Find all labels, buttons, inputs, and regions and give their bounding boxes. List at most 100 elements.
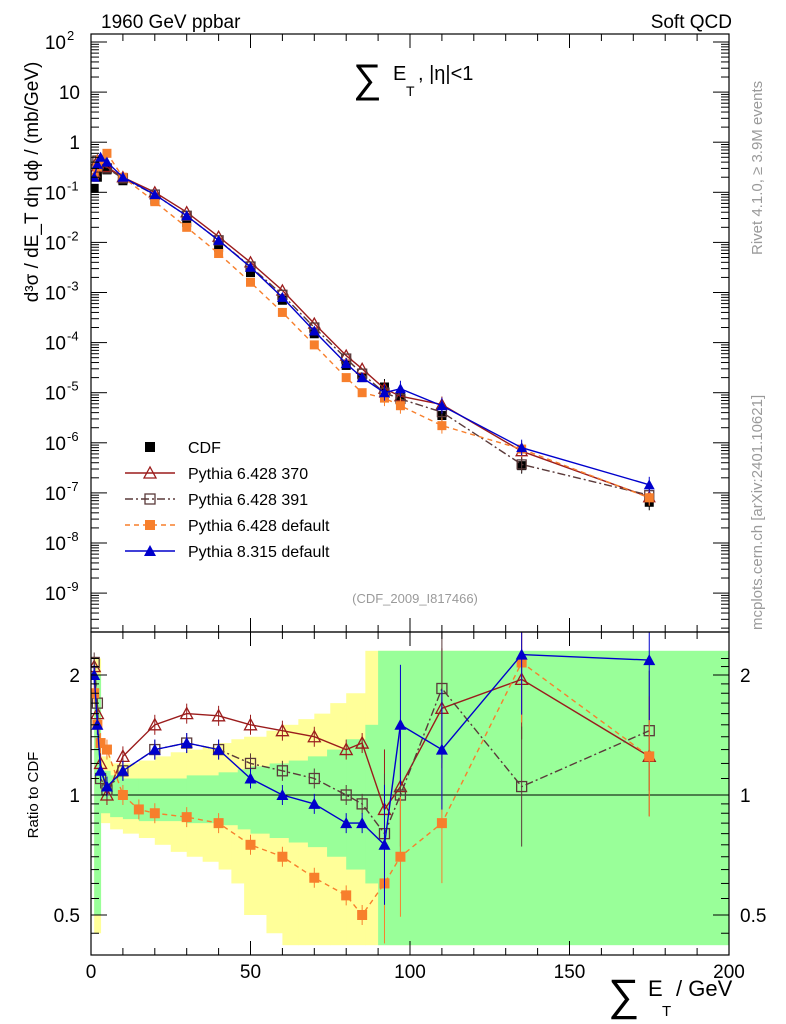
data-point — [644, 493, 654, 503]
data-point — [101, 156, 113, 167]
ratio-point — [339, 742, 354, 756]
y-tick-exponent: -5 — [67, 379, 79, 394]
ratio-point — [179, 706, 194, 720]
x-tick-label: 50 — [240, 962, 261, 983]
data-point — [341, 373, 351, 383]
legend-entry: Pythia 6.428 default — [125, 518, 330, 535]
ratio-point — [643, 654, 656, 666]
data-point — [277, 307, 287, 317]
ratio-point — [211, 708, 226, 722]
y-tick-exponent: -3 — [67, 279, 79, 294]
ratio-y-tick-label: 1 — [69, 786, 80, 807]
xlabel-sum: ∑ — [608, 971, 639, 1020]
ratio-point — [148, 743, 161, 755]
xlabel-var: E — [648, 976, 663, 1001]
green-band — [269, 763, 290, 839]
y-tick-exponent: -8 — [67, 529, 79, 544]
legend-label: Pythia 6.428 default — [188, 518, 330, 535]
ratio-ylabel: Ratio to CDF — [25, 752, 42, 839]
ratio-point — [378, 838, 391, 850]
y-tick-exponent: -9 — [67, 579, 79, 594]
legend: CDF Pythia 6.428 370 Pythia 6.428 391 Pythi… — [125, 440, 330, 561]
series-pythia-6-428-default — [91, 148, 654, 506]
data-point — [102, 148, 112, 158]
ratio-y-tick-label: 2 — [69, 666, 80, 687]
y-tick-exponent: -1 — [67, 178, 79, 193]
rivet-label: Rivet 4.1.0, ≥ 3.9M events — [749, 81, 766, 255]
series-line — [93, 159, 650, 496]
ratio-point — [436, 818, 447, 829]
y-tick-exponent: -7 — [67, 479, 79, 494]
y-tick-label: 1 — [69, 133, 80, 154]
ratio-point — [308, 772, 320, 785]
green-band — [288, 760, 309, 843]
legend-entry: CDF — [145, 440, 221, 457]
data-point — [436, 400, 448, 411]
x-tick-label: 150 — [554, 962, 586, 983]
data-point — [516, 459, 527, 470]
y-tick-label: 10 — [45, 434, 66, 455]
main-ylabel: d³σ / dE_T dη dϕ / (mb/GeV) — [22, 62, 43, 303]
ratio-point — [243, 717, 258, 731]
data-point — [91, 183, 99, 193]
y-tick-label: 10 — [45, 584, 66, 605]
green-band — [237, 769, 251, 830]
data-point — [308, 325, 320, 336]
data-point — [643, 479, 655, 490]
data-point — [394, 383, 406, 394]
legend-label: Pythia 6.428 391 — [188, 492, 308, 509]
ratio-point — [181, 812, 192, 823]
ratio-point — [133, 804, 144, 815]
ratio-point — [212, 743, 225, 755]
data-point — [276, 291, 288, 302]
ratio-plot-area — [91, 632, 729, 944]
legend-entry: Pythia 6.428 391 — [125, 492, 308, 509]
ratio-point — [180, 737, 193, 749]
ratio-point — [244, 772, 257, 784]
ratio-y-tick-label: 0.5 — [54, 906, 80, 927]
ratio-point — [307, 729, 322, 743]
data-point — [150, 197, 160, 207]
xlabel-unit: / GeV — [676, 976, 733, 1001]
series-pythia-8-315-default — [91, 151, 655, 493]
ratio-series-pythia-6-428-default — [91, 632, 655, 944]
green-band — [110, 775, 124, 818]
ratio-point — [516, 780, 528, 793]
data-point — [309, 340, 319, 350]
green-band — [473, 650, 729, 946]
title-sub: T — [406, 83, 415, 99]
green-band — [218, 772, 239, 826]
axes-frame: 0 50 100 150 20010-910-810-710-610-510-410-3… — [45, 28, 767, 983]
ratio-point — [357, 910, 368, 920]
title-var: E — [393, 63, 406, 85]
ratio-point — [356, 817, 369, 829]
data-point — [102, 165, 112, 175]
data-point — [357, 388, 367, 398]
ratio-point — [275, 723, 290, 737]
data-point — [95, 151, 107, 162]
ratio-point — [276, 789, 289, 800]
ratio-point — [355, 735, 370, 749]
x-tick-label: 100 — [394, 962, 426, 983]
ratio-point — [117, 790, 128, 800]
y-tick-label: 10 — [45, 334, 66, 355]
main-plot-area — [91, 148, 656, 511]
legend-marker — [145, 442, 155, 452]
legend-marker — [144, 545, 156, 556]
data-point — [213, 234, 225, 245]
series-line — [93, 152, 650, 499]
ratio-uncertainty-bands — [94, 650, 729, 946]
green-band — [250, 766, 271, 834]
ratio-y-tick-label-right: 1 — [740, 786, 751, 807]
y-tick-exponent: -6 — [67, 429, 79, 444]
legend-marker — [142, 465, 158, 479]
ratio-point — [147, 717, 162, 731]
data-point — [214, 242, 224, 252]
ratio-line — [93, 662, 650, 836]
y-tick-label: 10 — [45, 384, 66, 405]
data-point — [181, 210, 193, 221]
data-point — [117, 171, 129, 182]
main-frame — [90, 33, 730, 633]
ratio-point — [435, 743, 448, 755]
